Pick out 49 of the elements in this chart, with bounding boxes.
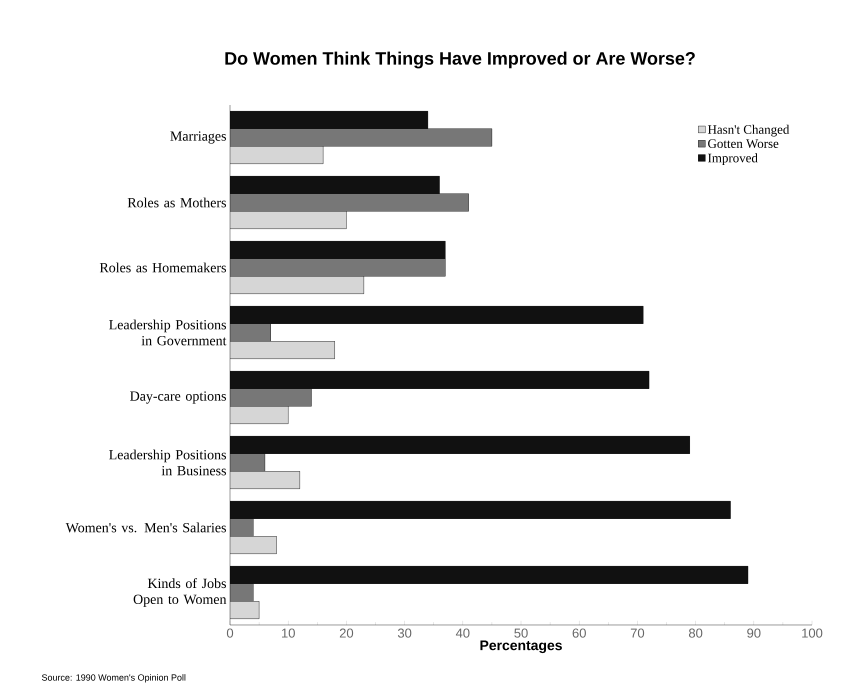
y-tick-label: Women's vs. Men's Salaries [66,522,226,532]
bar [230,436,690,454]
y-tick-label: Roles as Mothers [128,198,226,208]
x-tick-label: 100 [802,628,822,638]
x-tick-label: 0 [226,628,234,638]
x-tick-label: 70 [630,628,644,638]
bar [230,146,324,164]
y-tick-label: Marriages [170,131,226,144]
x-tick-label: 80 [688,628,702,638]
x-tick-label: 10 [282,628,295,638]
x-tick-label: 20 [340,628,354,638]
bar [230,471,300,490]
bar [230,518,254,536]
chart-title: Do Women Think Things Have Improved or Are Worse? [225,52,695,68]
bar [230,306,644,324]
x-tick-label: 60 [572,628,586,638]
x-axis-title: Percentages [480,640,562,654]
bar [230,110,428,129]
bar [230,566,748,584]
legend-label: Improved [708,153,758,166]
x-tick-label: 50 [514,628,528,638]
source-note: Source: 1990 Women's Opinion Poll [42,674,186,682]
bar [230,454,266,472]
y-tick-label: Roles as Homemakers [100,262,226,272]
bar [230,276,364,294]
bar [230,536,277,554]
bar [230,406,288,424]
y-tick-label: Leadership Positions in Business [109,450,226,476]
bar [230,388,312,406]
bar [230,601,260,620]
x-tick-label: 90 [747,628,761,638]
bar [230,584,254,602]
bar [230,258,446,276]
legend-label: Hasn't Changed [708,124,790,137]
x-tick-label: 40 [456,628,470,638]
bar [230,240,446,259]
bar [230,211,347,230]
bar [230,176,440,194]
legend-label: Gotten Worse [708,139,778,148]
bar [230,128,492,146]
bar [230,324,271,342]
x-tick-label: 30 [398,628,412,638]
y-tick-label: Day-care options [130,391,226,404]
bar [230,341,335,360]
bar [230,370,650,389]
y-tick-label: Leadership Positions in Government [109,320,226,346]
bar [230,194,469,212]
bar [230,500,731,519]
y-tick-label: Kinds of Jobs Open to Women [134,578,226,607]
